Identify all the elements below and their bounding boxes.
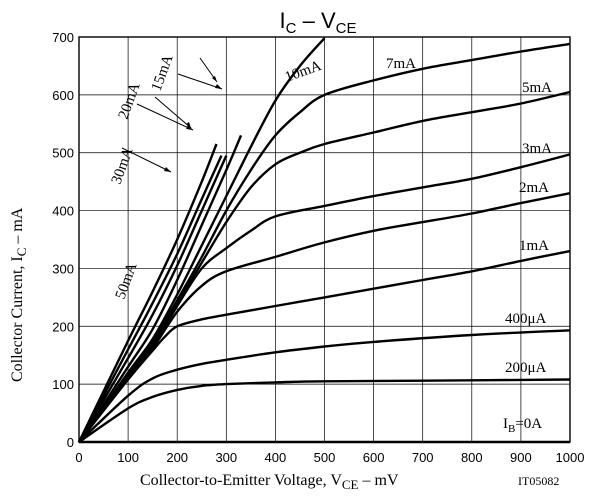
- xlabel-main: Collector-to-Emitter Voltage, V: [140, 472, 342, 489]
- ylabel-main: Collector Current, I: [9, 256, 26, 382]
- curve-200-a: [78, 378, 571, 443]
- y-axis-label: Collector Current, IC – mA: [9, 207, 29, 382]
- arrow-15ma: [177, 73, 223, 90]
- curve-30ma: [77, 155, 223, 443]
- curve-5ma: [78, 90, 571, 443]
- y-tick-labels: 0 100 200 300 400 500 600 700: [52, 30, 74, 450]
- xlabel-sub: CE: [342, 477, 359, 492]
- x-tick-label: 100: [117, 450, 139, 465]
- ib-i: I: [503, 416, 508, 432]
- curve-7ma: [78, 42, 571, 443]
- title-sub-c: C: [286, 20, 297, 37]
- x-tick-label: 800: [461, 450, 483, 465]
- x-tick-label: 500: [314, 450, 336, 465]
- curve-10ma: [78, 37, 326, 443]
- curve-1ma: [78, 249, 571, 443]
- x-tick-label: 0: [75, 450, 82, 465]
- label-7ma: 7mA: [386, 56, 416, 72]
- chart-title: IC – VCE: [280, 8, 357, 37]
- xlabel-unit: – mV: [359, 472, 399, 489]
- label-3ma: 3mA: [522, 141, 552, 157]
- label-ib-0a: IB=0A: [503, 416, 542, 435]
- x-tick-label: 900: [510, 450, 532, 465]
- ib-rest: =0A: [515, 416, 542, 432]
- title-sep: –: [296, 8, 320, 33]
- label-200ua: 200μA: [505, 360, 547, 376]
- y-tick-label: 500: [52, 146, 74, 161]
- label-arrows: [121, 57, 223, 173]
- y-tick-label: 400: [52, 204, 74, 219]
- title-i: I: [280, 8, 286, 33]
- curve-400-a: [78, 329, 571, 443]
- label-50ma: 50mA: [113, 260, 141, 301]
- x-tick-label: 200: [166, 450, 188, 465]
- y-tick-label: 300: [52, 261, 74, 276]
- y-tick-label: 200: [52, 319, 74, 334]
- title-sub-ce: CE: [336, 20, 357, 37]
- arrow-30ma: [121, 147, 172, 173]
- arrow-20ma: [136, 103, 194, 131]
- figure-code: IT05082: [518, 474, 559, 488]
- x-tick-labels: 0 100 200 300 400 500 600 700 800 900 1000: [75, 450, 584, 465]
- y-tick-label: 0: [67, 435, 74, 450]
- label-400ua: 400μA: [505, 311, 547, 327]
- grid: [79, 37, 570, 442]
- x-tick-label: 700: [412, 450, 434, 465]
- label-15ma: 15mA: [149, 52, 177, 93]
- title-v: V: [321, 8, 336, 33]
- curve-15ma: [77, 134, 243, 443]
- curve-50ma: [77, 143, 218, 443]
- label-20ma: 20mA: [116, 80, 144, 121]
- y-tick-label: 600: [52, 88, 74, 103]
- label-5ma: 5mA: [522, 80, 552, 96]
- arrow-20ma-b: [154, 96, 192, 129]
- ib-sub: B: [508, 423, 515, 435]
- curves: [77, 37, 571, 444]
- ylabel-unit: – mA: [9, 207, 26, 247]
- ylabel-sub: C: [14, 248, 29, 257]
- x-tick-label: 300: [215, 450, 237, 465]
- x-tick-label: 400: [265, 450, 287, 465]
- y-tick-label: 700: [52, 30, 74, 45]
- label-2ma: 2mA: [519, 180, 549, 196]
- x-tick-label: 600: [363, 450, 385, 465]
- x-tick-label: 1000: [556, 450, 585, 465]
- arrowheads: [164, 76, 222, 172]
- curve-20ma: [77, 155, 228, 443]
- y-tick-label: 100: [52, 377, 74, 392]
- x-axis-label: Collector-to-Emitter Voltage, VCE – mV: [140, 472, 399, 492]
- label-30ma: 30mA: [109, 145, 137, 186]
- label-1ma: 1mA: [519, 238, 549, 254]
